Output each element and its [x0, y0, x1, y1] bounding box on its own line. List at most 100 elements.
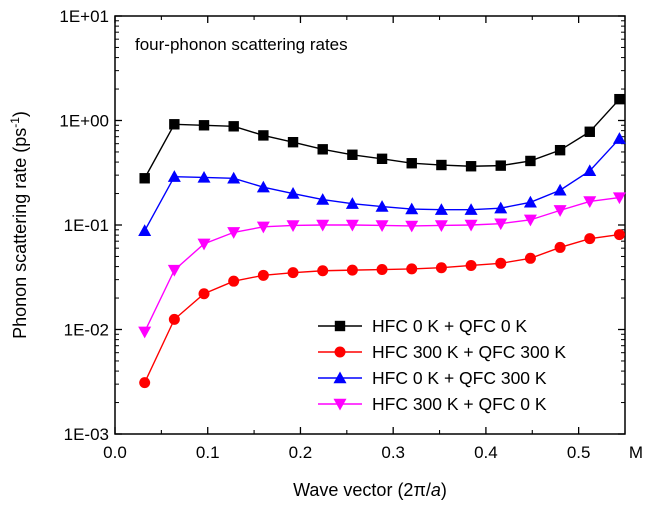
x-tick-label: 0.3 — [381, 443, 405, 462]
data-point — [198, 120, 210, 131]
data-point — [228, 121, 239, 132]
data-point — [406, 263, 418, 275]
data-point — [317, 144, 328, 155]
data-point — [405, 220, 419, 233]
legend-item: HFC 300 K + QFC 300 K — [318, 342, 566, 362]
data-point — [316, 193, 330, 205]
data-point — [169, 119, 180, 130]
data-point — [584, 233, 596, 245]
x-axis-end-label: M — [629, 443, 643, 462]
data-point — [554, 144, 566, 156]
series-1 — [139, 229, 625, 389]
data-point — [256, 221, 270, 234]
data-point — [465, 259, 477, 271]
data-point — [345, 197, 359, 209]
y-tick-label: 1E+00 — [59, 112, 109, 131]
data-point — [553, 205, 567, 217]
data-point — [138, 326, 152, 339]
data-point — [317, 265, 329, 277]
x-tick-label: 0.4 — [474, 443, 498, 462]
y-axis-title: Phonon scattering rate (ps-1) — [8, 111, 30, 339]
data-point — [523, 195, 537, 208]
data-point — [197, 238, 211, 251]
x-tick-label: 0.0 — [103, 443, 127, 462]
y-tick-label: 1E-01 — [64, 216, 109, 235]
data-point — [168, 313, 180, 325]
data-point — [376, 153, 388, 165]
legend-marker — [334, 346, 346, 358]
data-point — [198, 288, 210, 300]
data-point — [523, 214, 537, 227]
data-point — [465, 161, 477, 172]
data-point — [612, 192, 626, 205]
y-axis: 1E+01 1E+00 1E-01 1E-02 1E-03 — [59, 7, 625, 444]
data-point — [494, 201, 508, 214]
legend-marker — [333, 371, 347, 384]
data-point — [494, 218, 508, 231]
series-3 — [138, 192, 626, 339]
x-tick-label: 0.5 — [567, 443, 591, 462]
data-point — [375, 220, 389, 232]
data-point — [227, 171, 241, 184]
x-tick-label: 0.2 — [289, 443, 313, 462]
data-point — [347, 149, 358, 160]
legend: HFC 0 K + QFC 0 K HFC 300 K + QFC 300 K HF… — [318, 316, 566, 414]
data-point — [495, 160, 506, 171]
data-point — [286, 220, 300, 232]
data-point — [436, 159, 447, 171]
x-axis-title: Wave vector (2π/a) — [293, 480, 447, 500]
data-point — [286, 187, 300, 199]
x-axis: 0.0 0.1 0.2 0.3 0.4 0.5 — [103, 16, 626, 462]
data-point — [376, 264, 388, 276]
data-point — [554, 241, 566, 253]
data-point — [227, 227, 241, 239]
annotation-text: four-phonon scattering rates — [135, 35, 348, 54]
data-point — [287, 267, 299, 279]
data-point — [583, 164, 597, 177]
data-point — [434, 203, 448, 215]
data-point — [584, 126, 595, 137]
series-0 — [139, 93, 625, 184]
series-group — [138, 93, 626, 389]
data-point — [405, 202, 419, 215]
data-point — [612, 132, 626, 144]
series-2 — [138, 132, 626, 237]
legend-item: HFC 0 K + QFC 300 K — [318, 368, 547, 388]
y-tick-label: 1E-02 — [64, 321, 109, 340]
data-point — [256, 180, 270, 193]
legend-label: HFC 300 K + QFC 0 K — [372, 394, 547, 414]
data-point — [525, 155, 536, 167]
data-point — [346, 264, 358, 276]
data-point — [406, 158, 417, 169]
legend-item: HFC 0 K + QFC 0 K — [318, 316, 527, 336]
data-point — [464, 219, 478, 232]
data-point — [375, 200, 389, 212]
data-point — [138, 224, 152, 237]
data-point — [316, 219, 330, 232]
legend-label: HFC 0 K + QFC 0 K — [372, 316, 527, 336]
data-point — [197, 170, 211, 183]
data-point — [524, 252, 536, 264]
legend-label: HFC 300 K + QFC 300 K — [372, 342, 566, 362]
data-point — [614, 93, 625, 105]
data-point — [495, 257, 507, 269]
data-point — [228, 275, 240, 287]
legend-marker — [333, 398, 347, 411]
data-point — [613, 229, 625, 241]
data-point — [434, 220, 448, 232]
legend-item: HFC 300 K + QFC 0 K — [318, 394, 547, 414]
y-tick-label: 1E-03 — [64, 425, 109, 444]
data-point — [464, 203, 478, 215]
y-tick-label: 1E+01 — [59, 7, 109, 26]
data-point — [167, 264, 181, 277]
legend-label: HFC 0 K + QFC 300 K — [372, 368, 547, 388]
data-point — [435, 262, 447, 274]
data-point — [553, 183, 567, 196]
data-point — [345, 219, 359, 232]
x-tick-label: 0.1 — [196, 443, 220, 462]
legend-marker — [334, 320, 346, 332]
data-point — [167, 170, 181, 182]
data-point — [258, 130, 269, 141]
